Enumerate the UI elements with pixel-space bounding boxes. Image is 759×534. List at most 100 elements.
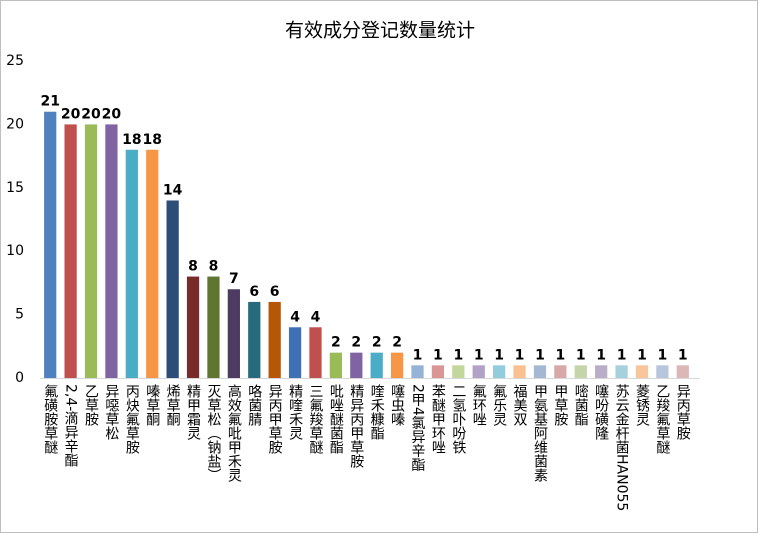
bar: [431, 365, 445, 378]
x-tick-label: 氟乐灵: [491, 384, 507, 426]
y-tick-label: 5: [15, 307, 24, 323]
x-tick-label: 精喹禾灵: [287, 384, 303, 440]
data-label: 1: [474, 347, 484, 363]
data-label: 4: [311, 309, 321, 325]
x-tick-label: 嗪草酮: [144, 384, 160, 426]
bar: [452, 365, 465, 378]
x-tick-label: 二氢卟吩铁: [450, 384, 466, 454]
data-label: 1: [515, 347, 525, 363]
x-tick-label: 2甲4氯异辛酯: [410, 384, 426, 472]
x-tick-label: 三氟羧草醚: [307, 384, 323, 455]
x-tick-label: 异丙甲草胺: [267, 384, 283, 455]
data-label: 1: [433, 347, 443, 363]
bar: [656, 365, 669, 378]
y-tick-label: 10: [6, 243, 24, 259]
data-label: 18: [142, 132, 161, 148]
data-label: 21: [40, 94, 59, 110]
bar: [125, 149, 138, 378]
y-tick-label: 0: [15, 370, 24, 386]
data-label: 1: [637, 347, 647, 363]
x-tick-label: 异噁草松: [103, 384, 119, 440]
data-label: 1: [617, 347, 627, 363]
data-label: 2: [351, 335, 361, 351]
data-label: 20: [61, 106, 81, 122]
x-tick-label: 苏云金杆菌HAN055: [614, 384, 630, 511]
y-tick-label: 25: [6, 53, 24, 69]
bar: [166, 200, 179, 378]
x-tick-label: 精甲霜灵: [185, 384, 201, 440]
x-tick-label: 噻吩磺隆: [593, 383, 609, 441]
x-tick-label: 灭草松（钠盐）: [205, 384, 221, 482]
x-tick-label: 乙草胺: [83, 384, 99, 427]
x-tick-label: 乙羧氟草醚: [654, 384, 670, 455]
x-tick-label: 精异丙甲草胺: [348, 384, 364, 469]
bar: [533, 365, 547, 378]
x-tick-label: 吡唑醚菌酯: [328, 384, 344, 454]
bar: [84, 124, 98, 379]
x-tick-label: 丙炔氟草胺: [124, 384, 140, 455]
data-label: 20: [81, 106, 101, 122]
x-tick-label: 嘧菌酯: [573, 383, 589, 426]
data-label: 1: [658, 347, 668, 363]
data-label: 6: [249, 284, 259, 300]
data-label: 1: [678, 347, 688, 363]
bar: [370, 352, 383, 378]
data-label: 8: [209, 259, 219, 275]
bar: [146, 149, 159, 378]
bar: [207, 276, 220, 378]
bar: [248, 301, 261, 378]
data-label: 2: [331, 335, 341, 351]
bar: [493, 365, 506, 378]
x-tick-label: 2,4-滴异辛酯: [63, 384, 79, 468]
bar: [309, 327, 322, 378]
bar: [64, 124, 77, 379]
bar: [554, 365, 567, 378]
x-tick-label: 氟磺胺草醚: [42, 384, 58, 455]
data-label: 1: [555, 347, 565, 363]
bar: [676, 365, 689, 378]
bar: [288, 327, 302, 378]
data-label: 2: [372, 335, 382, 351]
data-label: 2: [392, 335, 402, 351]
bar: [411, 365, 424, 378]
data-label: 1: [453, 347, 463, 363]
x-tick-label: 菱锈灵: [634, 384, 650, 426]
data-label: 1: [413, 347, 423, 363]
bar: [44, 111, 57, 378]
x-tick-label: 咯菌腈: [246, 384, 262, 427]
x-tick-label: 福美双: [512, 384, 528, 426]
data-label: 20: [102, 106, 122, 122]
x-tick-label: 烯草酮: [165, 384, 181, 426]
data-label: 1: [596, 347, 606, 363]
data-label: 14: [163, 182, 183, 198]
bar: [329, 352, 343, 378]
data-label: 1: [535, 347, 545, 363]
data-label: 6: [270, 284, 280, 300]
bar: [227, 289, 240, 378]
x-tick-label: 甲氨基阿维菌素: [532, 384, 548, 482]
data-label: 1: [494, 347, 504, 363]
bar: [615, 365, 628, 378]
data-label: 4: [290, 309, 300, 325]
data-label: 18: [122, 132, 141, 148]
x-tick-label: 异丙草胺: [675, 384, 691, 441]
bar: [268, 301, 281, 378]
bar: [574, 365, 587, 378]
bar: [472, 365, 485, 378]
y-tick-label: 20: [6, 116, 24, 132]
bar: [513, 365, 526, 378]
data-label: 8: [188, 259, 198, 275]
bar: [595, 365, 608, 378]
bar: [105, 124, 118, 379]
bar: [186, 276, 200, 378]
bar: [635, 365, 649, 378]
chart-title: 有效成分登记数量统计: [285, 20, 475, 42]
bar: [390, 352, 404, 378]
x-tick-label: 喹禾糠酯: [369, 384, 385, 440]
data-label: 7: [229, 271, 239, 287]
x-tick-label: 甲草胺: [552, 384, 568, 427]
data-label: 1: [576, 347, 586, 363]
bar: [350, 352, 363, 378]
x-tick-label: 噻虫嗪: [389, 383, 405, 426]
